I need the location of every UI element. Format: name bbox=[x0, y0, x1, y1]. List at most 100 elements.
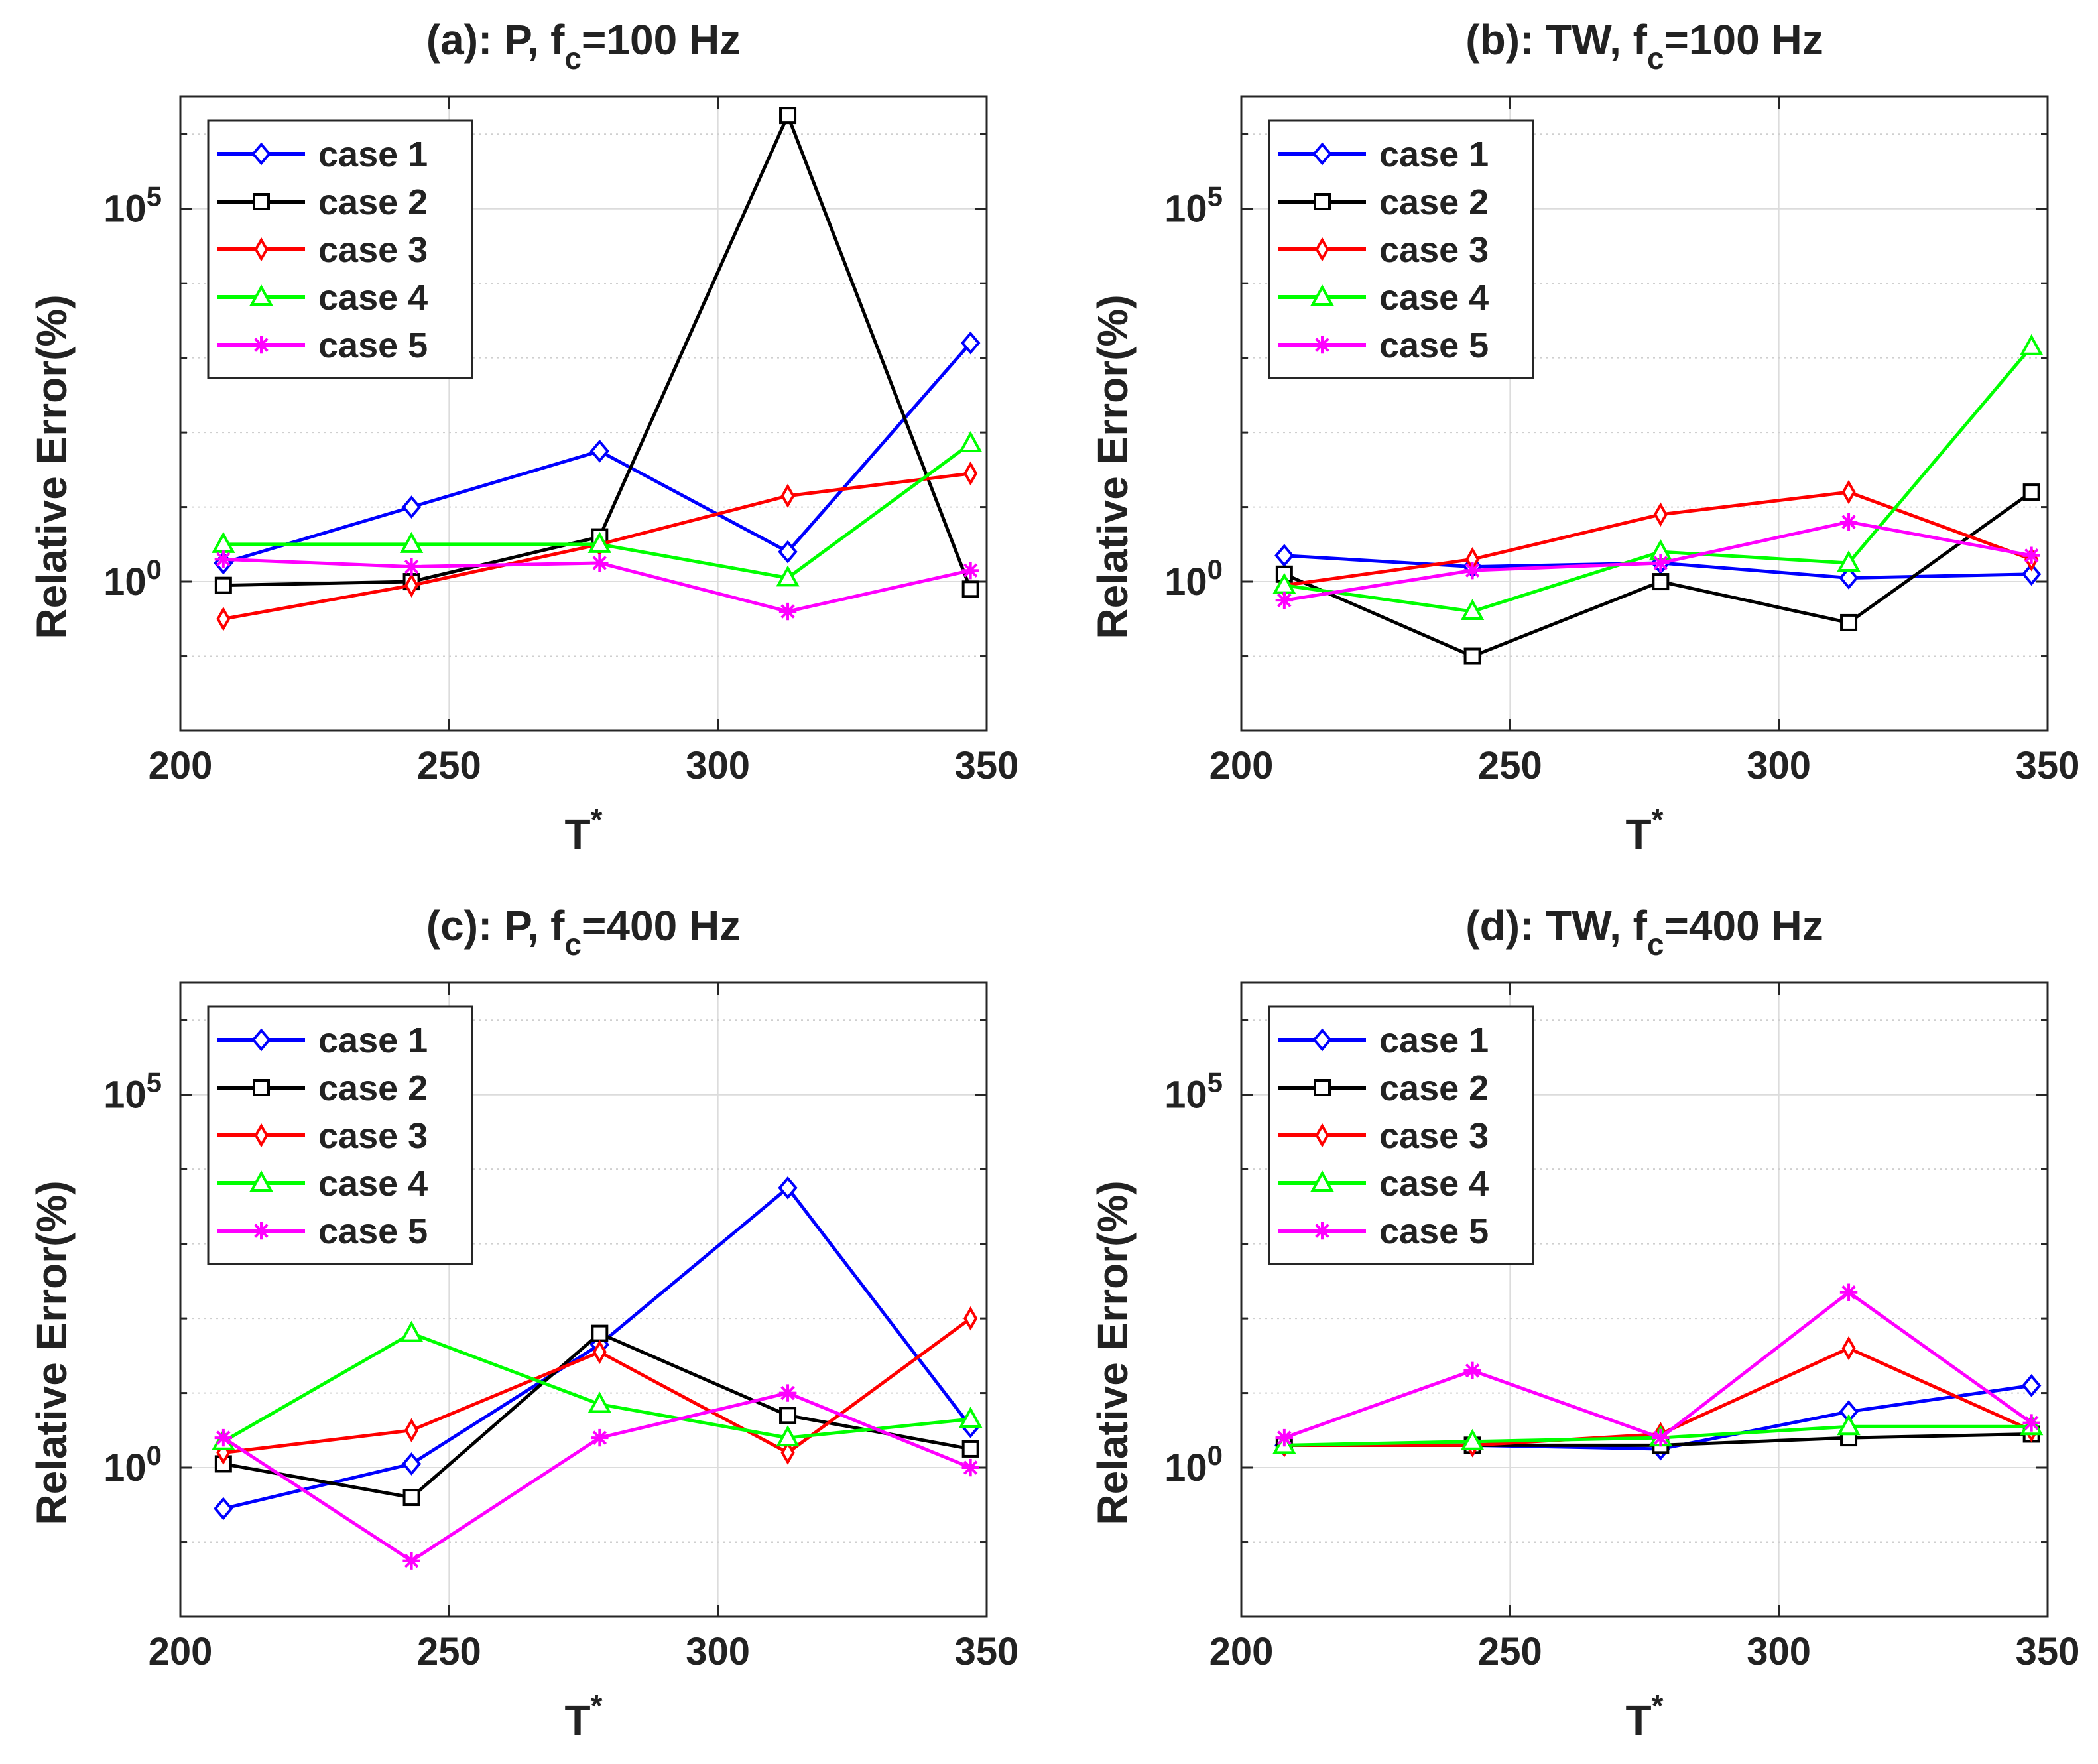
panel-title: (a): P, fc=100 Hz bbox=[426, 16, 741, 76]
legend-item: case 5 bbox=[1278, 326, 1489, 365]
legend-item: case 5 bbox=[217, 326, 428, 365]
data-point bbox=[2021, 562, 2042, 586]
legend-marker bbox=[249, 1170, 273, 1192]
legend: case 1 case 2 case 3 case 4 case 5 bbox=[207, 119, 473, 379]
series-case-5 bbox=[214, 1384, 979, 1570]
data-point bbox=[1841, 479, 1856, 505]
series-case-3 bbox=[216, 1306, 978, 1465]
data-point bbox=[1653, 502, 1668, 527]
legend-label: case 4 bbox=[1379, 278, 1489, 318]
x-tick-label: 300 bbox=[686, 1630, 750, 1673]
series-case-4 bbox=[212, 431, 983, 587]
data-point bbox=[958, 431, 983, 452]
data-point bbox=[1463, 561, 1481, 580]
legend-label: case 4 bbox=[318, 1164, 428, 1204]
legend-marker bbox=[1313, 336, 1331, 354]
legend-item: case 4 bbox=[217, 1164, 428, 1204]
panel-d: 200 250 300 350 100 105 (d): TW, fc=400 Hz T* Re… bbox=[1089, 902, 2079, 1744]
legend-item: case 3 bbox=[217, 1116, 428, 1156]
legend-marker bbox=[251, 1028, 271, 1052]
legend-item: case 5 bbox=[217, 1212, 428, 1251]
data-point bbox=[1463, 647, 1481, 665]
panel-title: (c): P, fc=400 Hz bbox=[426, 902, 741, 962]
data-point bbox=[399, 1320, 424, 1342]
legend: case 1 case 2 case 3 case 4 case 5 bbox=[1268, 119, 1534, 379]
data-point bbox=[592, 1340, 607, 1365]
x-axis-label: T* bbox=[1626, 802, 1664, 858]
data-point bbox=[961, 1440, 979, 1458]
y-tick-label: 105 bbox=[1164, 181, 1223, 231]
legend-item: case 5 bbox=[1278, 1212, 1489, 1251]
y-axis-label: Relative Error(%) bbox=[28, 294, 76, 639]
data-point bbox=[587, 1391, 612, 1413]
x-tick-label: 300 bbox=[1747, 1630, 1811, 1673]
data-point bbox=[778, 602, 797, 621]
data-point bbox=[776, 565, 800, 587]
x-tick-label: 250 bbox=[417, 744, 481, 787]
data-point bbox=[587, 531, 612, 553]
data-point bbox=[2021, 1373, 2042, 1397]
legend-label: case 1 bbox=[1379, 135, 1489, 174]
y-tick-label: 105 bbox=[103, 181, 162, 231]
x-tick-label: 300 bbox=[686, 744, 750, 787]
legend-item: case 3 bbox=[217, 230, 428, 270]
x-tick-label: 250 bbox=[1478, 744, 1542, 787]
data-point bbox=[216, 606, 231, 631]
legend-label: case 2 bbox=[318, 182, 428, 222]
legend-marker bbox=[1314, 1079, 1331, 1096]
data-point bbox=[214, 550, 233, 568]
data-point bbox=[1652, 573, 1670, 591]
data-point bbox=[214, 1428, 233, 1447]
y-tick-label: 100 bbox=[1164, 1440, 1223, 1489]
data-point bbox=[960, 331, 981, 355]
x-axis-label: T* bbox=[565, 1688, 603, 1744]
data-point bbox=[1841, 1336, 1856, 1361]
data-point bbox=[591, 554, 609, 572]
data-point bbox=[778, 540, 798, 564]
data-point bbox=[1274, 544, 1294, 568]
legend-marker bbox=[1315, 237, 1329, 262]
data-point bbox=[589, 439, 610, 463]
data-point bbox=[399, 531, 424, 553]
legend-label: case 4 bbox=[318, 278, 428, 318]
panel-title: (b): TW, fc=100 Hz bbox=[1465, 16, 1823, 76]
series-case-2 bbox=[214, 1324, 979, 1507]
legend-item: case 4 bbox=[217, 278, 428, 318]
legend-label: case 5 bbox=[1379, 326, 1489, 365]
series-case-5 bbox=[214, 550, 979, 621]
axis-frame bbox=[179, 981, 988, 1618]
axis-frame bbox=[1240, 95, 2049, 732]
y-tick-label: 105 bbox=[1164, 1067, 1223, 1117]
legend-marker bbox=[1310, 284, 1334, 306]
data-point bbox=[778, 1384, 797, 1402]
legend-marker bbox=[251, 142, 271, 166]
data-point bbox=[402, 1552, 420, 1570]
legend-marker bbox=[253, 193, 270, 210]
y-tick-label: 100 bbox=[103, 554, 162, 603]
data-point bbox=[214, 576, 232, 594]
legend-marker bbox=[252, 336, 271, 354]
data-point bbox=[963, 461, 978, 486]
series-case-5 bbox=[1275, 513, 2040, 609]
legend-label: case 1 bbox=[318, 135, 428, 174]
data-point bbox=[963, 1306, 978, 1331]
data-point bbox=[1837, 550, 1861, 572]
legend: case 1 case 2 case 3 case 4 case 5 bbox=[1268, 1005, 1534, 1265]
x-tick-label: 350 bbox=[955, 744, 1019, 787]
panel-b: 200 250 300 350 100 105 (b): TW, fc=100 Hz T* Re… bbox=[1089, 16, 2079, 858]
axis-frame bbox=[1240, 981, 2049, 1618]
legend-item: case 1 bbox=[217, 135, 428, 174]
data-point bbox=[404, 573, 419, 598]
x-tick-label: 250 bbox=[1478, 1630, 1542, 1673]
data-point bbox=[776, 1425, 800, 1447]
legend-item: case 1 bbox=[217, 1021, 428, 1060]
legend-label: case 4 bbox=[1379, 1164, 1489, 1204]
legend-item: case 2 bbox=[1278, 1068, 1489, 1108]
data-point bbox=[591, 1428, 609, 1447]
y-tick-label: 105 bbox=[103, 1067, 162, 1117]
legend-marker bbox=[1312, 1028, 1332, 1052]
legend-marker bbox=[254, 1123, 269, 1148]
legend-item: case 1 bbox=[1278, 135, 1489, 174]
legend-label: case 3 bbox=[1379, 230, 1489, 270]
